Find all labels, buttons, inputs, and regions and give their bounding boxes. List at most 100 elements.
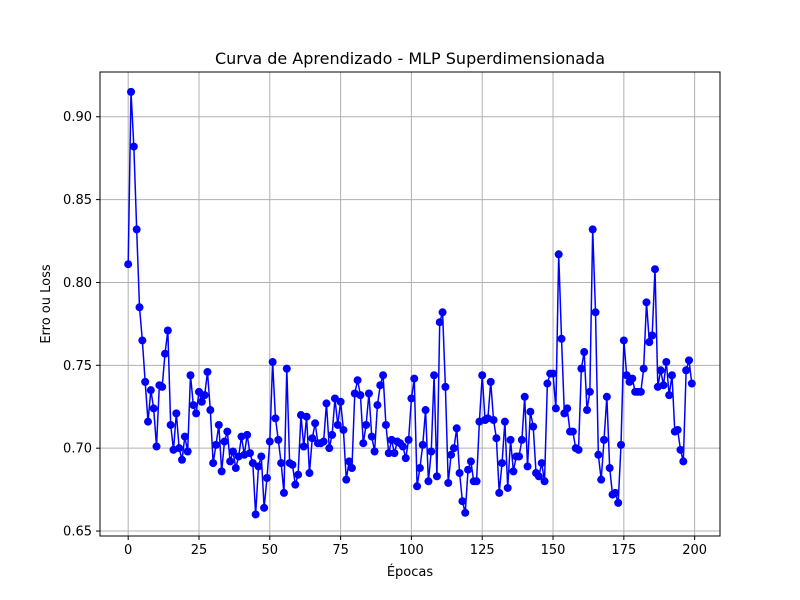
data-point	[642, 298, 651, 307]
data-point	[619, 336, 628, 345]
data-point	[390, 449, 399, 458]
data-point	[381, 420, 390, 429]
data-point	[636, 387, 645, 396]
data-point	[370, 447, 379, 456]
data-point	[211, 440, 220, 449]
data-point	[209, 459, 218, 468]
y-tick-label: 0.70	[63, 442, 92, 457]
data-point	[166, 420, 175, 429]
data-point	[141, 377, 150, 386]
data-point	[333, 420, 342, 429]
x-tick-label: 150	[541, 543, 566, 558]
data-point	[486, 377, 495, 386]
data-point	[503, 483, 512, 492]
data-point	[376, 381, 385, 390]
data-point	[418, 440, 427, 449]
data-point	[353, 376, 362, 385]
data-point	[192, 409, 201, 418]
data-point	[243, 430, 252, 439]
x-tick-label: 75	[332, 543, 349, 558]
data-point	[149, 404, 158, 413]
data-point	[178, 455, 186, 464]
data-point	[180, 432, 189, 441]
data-point	[200, 391, 209, 400]
data-point	[268, 358, 277, 366]
y-tick-label: 0.80	[63, 276, 92, 291]
data-point	[172, 409, 181, 418]
data-point	[311, 419, 320, 428]
data-point	[282, 364, 291, 373]
data-point	[667, 371, 676, 380]
data-point	[206, 406, 215, 415]
data-point	[228, 447, 237, 456]
data-point	[605, 464, 614, 473]
y-axis-title: Erro ou Loss	[39, 264, 54, 344]
data-point	[687, 379, 696, 388]
data-point	[203, 367, 212, 376]
data-point	[245, 449, 254, 458]
data-point	[500, 417, 509, 426]
data-point	[424, 477, 433, 486]
data-point	[197, 397, 206, 406]
data-point	[404, 435, 413, 444]
data-point	[294, 470, 303, 479]
data-point	[679, 457, 688, 466]
data-point	[594, 450, 603, 459]
chart-title: Curva de Aprendizado - MLP Superdimensio…	[215, 49, 605, 68]
data-point	[580, 348, 589, 357]
data-point	[158, 382, 167, 391]
data-point	[189, 401, 198, 410]
data-point	[146, 386, 155, 395]
x-axis-title: Épocas	[387, 564, 434, 580]
data-point	[364, 389, 373, 398]
data-point	[498, 459, 507, 468]
data-point	[540, 477, 549, 486]
data-point	[322, 399, 331, 408]
data-point	[543, 379, 552, 388]
data-point	[523, 462, 532, 471]
data-point	[138, 336, 147, 345]
data-point	[175, 444, 184, 453]
data-point	[464, 465, 473, 474]
data-point	[447, 450, 456, 459]
data-point	[152, 442, 161, 451]
data-point	[127, 87, 136, 96]
data-point	[455, 469, 464, 478]
data-point	[356, 391, 365, 400]
data-point	[617, 440, 626, 449]
data-point	[161, 349, 169, 358]
data-point	[506, 435, 515, 444]
data-point	[124, 260, 133, 269]
data-point	[489, 416, 498, 424]
data-point	[271, 414, 280, 423]
data-point	[659, 381, 668, 390]
data-point	[144, 417, 153, 426]
data-point	[435, 318, 444, 327]
data-point	[415, 464, 424, 473]
x-tick-label: 175	[611, 543, 636, 558]
data-point	[432, 472, 441, 481]
data-point	[537, 459, 546, 468]
data-point	[129, 142, 138, 151]
data-point	[557, 334, 566, 343]
data-point	[492, 434, 501, 443]
data-point	[214, 420, 223, 429]
data-point	[444, 478, 453, 487]
data-point	[563, 404, 572, 413]
data-point	[526, 407, 535, 416]
data-point	[302, 412, 311, 421]
data-point	[676, 445, 685, 454]
x-tick-label: 100	[399, 543, 424, 558]
data-point	[226, 457, 235, 466]
data-point	[628, 374, 637, 383]
data-point	[600, 435, 609, 444]
data-point	[163, 326, 172, 335]
data-point	[574, 445, 583, 454]
data-point	[656, 366, 665, 375]
data-point	[466, 457, 475, 466]
data-point	[339, 425, 348, 434]
data-point	[288, 460, 297, 469]
data-point	[359, 439, 368, 448]
data-point	[135, 303, 144, 312]
data-point	[186, 371, 195, 380]
